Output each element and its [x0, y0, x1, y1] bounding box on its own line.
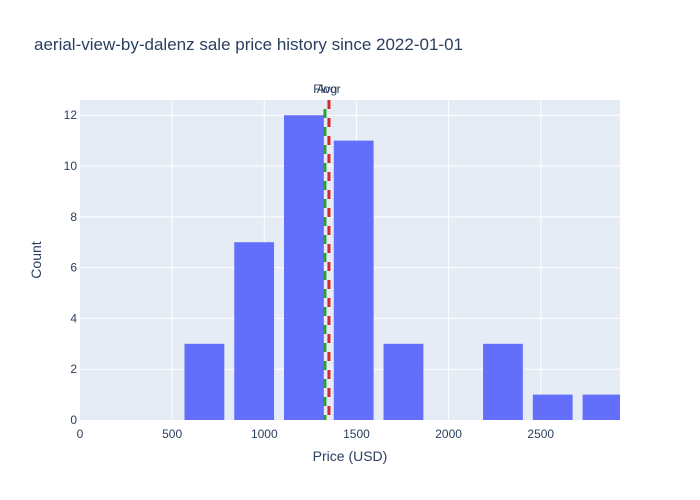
histogram-bar[interactable] [333, 140, 374, 420]
histogram-bar[interactable] [483, 343, 523, 420]
x-tick-label: 500 [162, 427, 182, 441]
histogram-bar[interactable] [532, 394, 573, 420]
y-tick-label: 12 [64, 108, 78, 122]
x-axis-ticks: 0 500 1000 1500 2000 2500 [77, 427, 555, 441]
x-tick-label: 1000 [251, 427, 278, 441]
y-tick-label: 8 [70, 210, 77, 224]
histogram-bar[interactable] [582, 394, 620, 420]
x-axis-title: Price (USD) [313, 448, 388, 464]
histogram-bar[interactable] [284, 115, 324, 420]
bars [184, 115, 620, 420]
y-tick-label: 10 [64, 159, 78, 173]
y-tick-label: 4 [70, 311, 77, 325]
y-tick-label: 6 [70, 261, 77, 275]
y-axis-title: Count [28, 241, 44, 278]
x-tick-label: 2000 [435, 427, 462, 441]
x-tick-label: 0 [77, 427, 84, 441]
x-tick-label: 1500 [343, 427, 370, 441]
y-tick-label: 0 [70, 413, 77, 427]
histogram-bar[interactable] [383, 343, 424, 420]
chart-title: aerial-view-by-dalenz sale price history… [34, 35, 463, 54]
reference-label-floor: Floor [313, 82, 340, 96]
x-tick-label: 2500 [527, 427, 554, 441]
y-tick-label: 2 [70, 362, 77, 376]
reference-label-avg: Avg [317, 82, 337, 96]
histogram-bar[interactable] [234, 242, 275, 420]
histogram-bar[interactable] [184, 343, 225, 420]
y-axis-ticks: 0 2 4 6 8 10 12 [64, 108, 78, 427]
